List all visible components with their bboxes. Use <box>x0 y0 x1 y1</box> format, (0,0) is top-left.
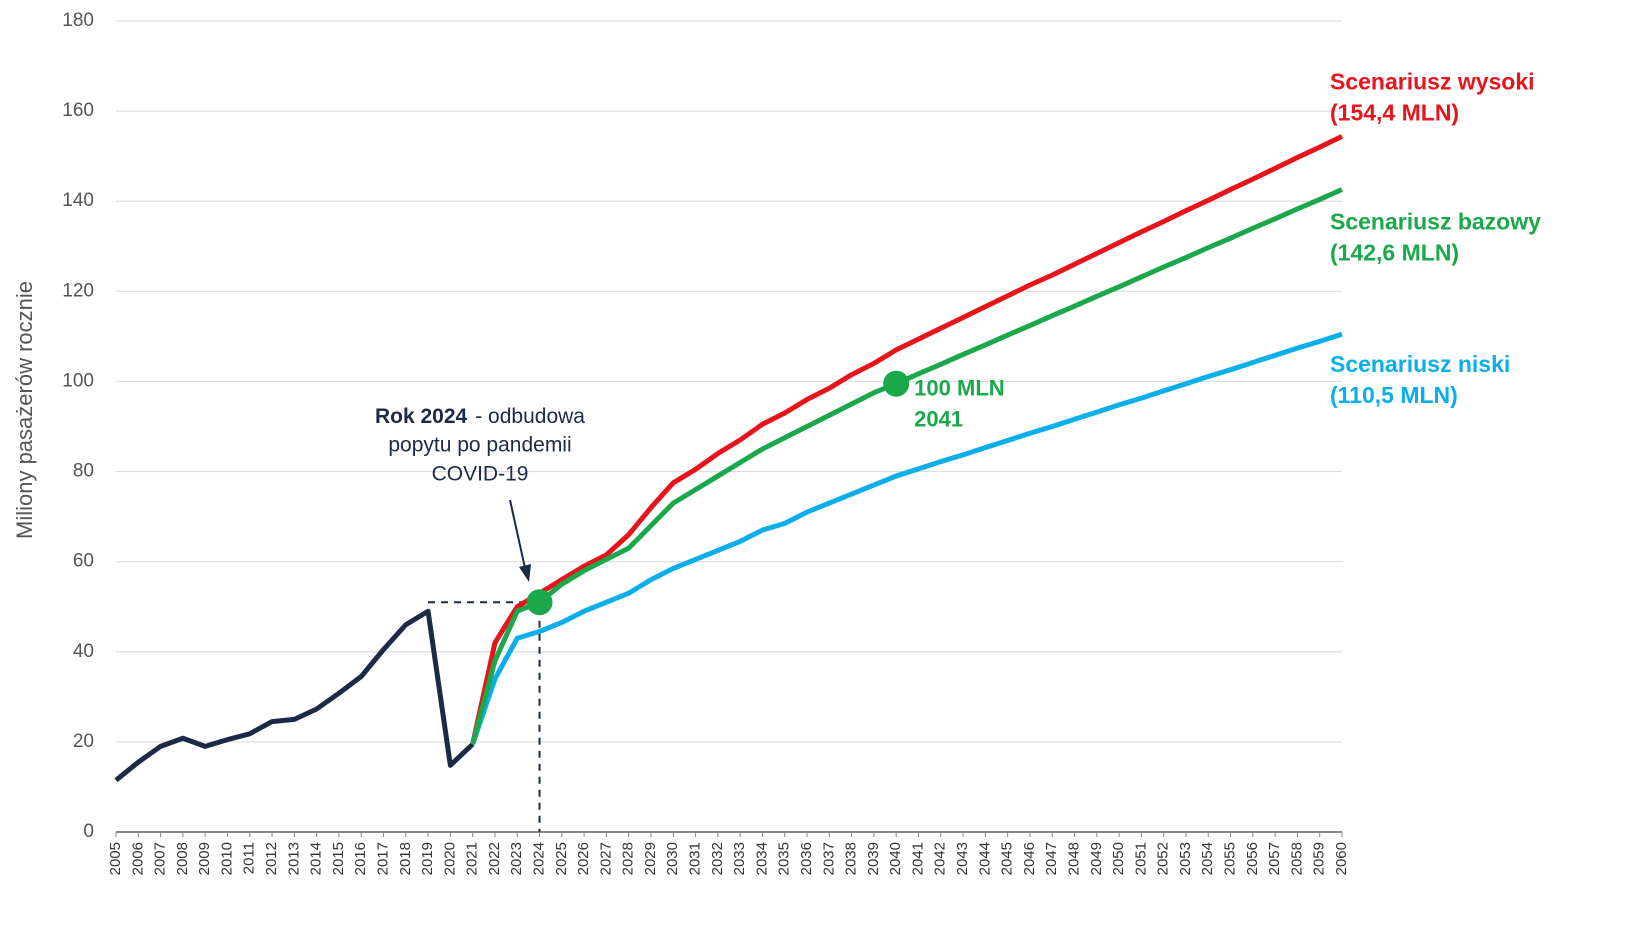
x-tick-label: 2005 <box>107 842 124 875</box>
x-tick-label: 2045 <box>999 842 1016 875</box>
guide-line <box>428 601 541 832</box>
x-tick-label: 2025 <box>553 842 570 875</box>
x-tick-label: 2039 <box>865 842 882 875</box>
end-label: (142,6 MLN) <box>1330 240 1459 266</box>
x-tick-label: 2059 <box>1311 842 1328 875</box>
x-tick-label: 2033 <box>731 842 748 875</box>
x-tick-label: 2023 <box>508 842 525 875</box>
x-tick-label: 2042 <box>932 842 949 875</box>
x-tick-label: 2047 <box>1043 842 1060 875</box>
x-tick-label: 2022 <box>486 842 503 875</box>
x-tick-label: 2018 <box>397 842 414 875</box>
y-tick-label: 60 <box>73 551 94 572</box>
y-tick-label: 120 <box>62 280 94 301</box>
x-tick-label: 2031 <box>687 842 704 875</box>
x-tick-label: 2034 <box>753 842 770 875</box>
y-tick-label: 20 <box>73 731 94 752</box>
x-tick-label: 2056 <box>1244 842 1261 875</box>
x-tick-label: 2024 <box>530 842 547 875</box>
annotation-text: - odbudowa <box>475 405 585 428</box>
series-name: Scenariusz bazowy <box>1330 209 1541 235</box>
x-tick-label: 2011 <box>241 842 258 874</box>
x-tick-label: 2054 <box>1199 842 1216 875</box>
point-marker <box>883 370 910 397</box>
x-tick-label: 2009 <box>196 842 213 875</box>
annotation: popytu po pandemii <box>388 434 571 457</box>
x-tick-label: 2035 <box>776 842 793 875</box>
annotation: COVID-19 <box>432 463 529 486</box>
series-line <box>114 608 475 783</box>
x-tick-label: 2037 <box>820 842 837 875</box>
series-name: Scenariusz wysoki <box>1330 68 1535 94</box>
point-marker <box>526 589 553 616</box>
x-tick-label: 2032 <box>709 842 726 875</box>
x-tick-label: 2057 <box>1266 842 1283 875</box>
x-tick-label: 2028 <box>620 842 637 875</box>
x-tick-label: 2049 <box>1088 842 1105 875</box>
x-tick-label: 2053 <box>1177 842 1194 875</box>
x-tick-label: 2007 <box>152 842 169 875</box>
end-label: (154,4 MLN) <box>1330 99 1459 125</box>
x-tick-label: 2013 <box>285 842 302 875</box>
x-tick-label: 2060 <box>1333 842 1350 875</box>
x-tick-label: 2043 <box>954 842 971 875</box>
arrow-shaft <box>509 499 526 569</box>
annotation-bold: Rok 2024 <box>375 405 468 428</box>
x-tick-label: 2055 <box>1222 842 1239 875</box>
x-tick-label: 2044 <box>976 842 993 875</box>
annotation: Rok 2024 - odbudowa <box>375 405 585 428</box>
x-tick-label: 2058 <box>1288 842 1305 875</box>
x-tick-label: 2019 <box>419 842 436 875</box>
x-tick-label: 2029 <box>642 842 659 875</box>
y-tick-label: 0 <box>83 821 94 842</box>
series-line <box>470 331 1343 745</box>
x-tick-label: 2040 <box>887 842 904 875</box>
y-axis-label: Miliony pasażerów rocznie <box>12 281 37 539</box>
x-tick-label: 2027 <box>597 842 614 875</box>
x-tick-label: 2008 <box>174 842 191 875</box>
x-tick-label: 2010 <box>218 842 235 875</box>
x-tick-label: 2052 <box>1155 842 1172 875</box>
x-tick-label: 2006 <box>129 842 146 875</box>
x-tick-label: 2026 <box>575 842 592 875</box>
annotation: 2041 <box>914 407 963 432</box>
y-tick-label: 40 <box>73 641 94 662</box>
annotation: 100 MLN <box>914 376 1004 401</box>
series-name: Scenariusz niski <box>1330 351 1510 377</box>
x-tick-label: 2048 <box>1065 842 1082 875</box>
y-tick-label: 160 <box>62 100 94 121</box>
x-tick-label: 2020 <box>441 842 458 875</box>
x-tick-label: 2050 <box>1110 842 1127 875</box>
y-tick-label: 180 <box>62 10 94 31</box>
x-tick-label: 2015 <box>330 842 347 875</box>
end-label: (110,5 MLN) <box>1330 382 1458 408</box>
y-tick-label: 80 <box>73 461 94 482</box>
y-tick-label: 100 <box>62 370 94 391</box>
x-tick-label: 2030 <box>664 842 681 875</box>
x-tick-label: 2036 <box>798 842 815 875</box>
x-tick-label: 2046 <box>1021 842 1038 875</box>
x-tick-label: 2041 <box>909 842 926 875</box>
x-tick-label: 2017 <box>374 842 391 875</box>
x-tick-label: 2016 <box>352 842 369 875</box>
series-line <box>470 187 1344 745</box>
arrow-head <box>519 564 531 582</box>
x-tick-label: 2051 <box>1132 842 1149 875</box>
series-line <box>470 134 1344 745</box>
x-tick-label: 2012 <box>263 842 280 875</box>
y-tick-label: 140 <box>62 190 94 211</box>
x-tick-label: 2038 <box>843 842 860 875</box>
x-tick-label: 2021 <box>464 842 481 875</box>
x-tick-label: 2014 <box>308 842 325 875</box>
